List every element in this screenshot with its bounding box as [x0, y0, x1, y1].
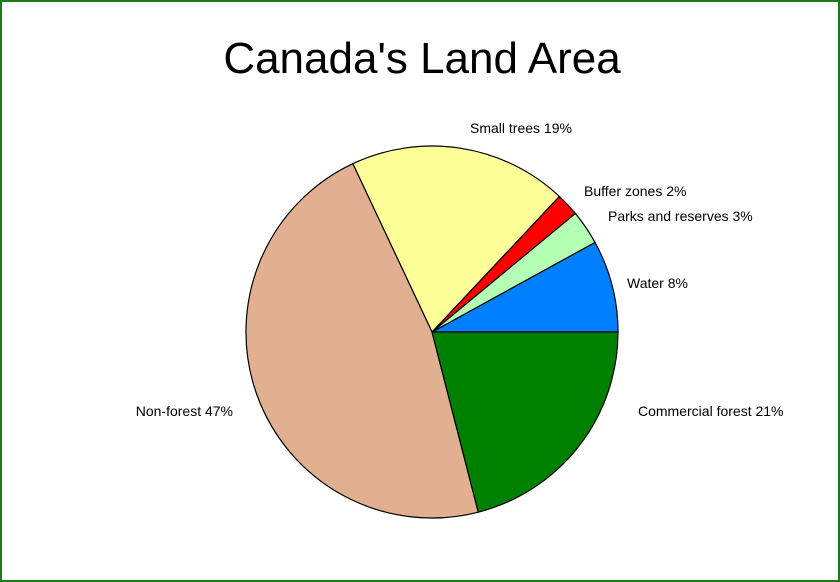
chart-title: Canada's Land Area: [223, 34, 621, 83]
slice-label-parks-and-reserves: Parks and reserves 3%: [608, 208, 753, 224]
slice-label-small-trees: Small trees 19%: [470, 120, 572, 136]
pie-slice-water: [431, 241, 619, 333]
slice-label-non-forest: Non-forest 47%: [136, 403, 233, 419]
slice-label-water: Water 8%: [627, 275, 688, 291]
slice-label-commercial-forest: Commercial forest 21%: [638, 403, 784, 419]
pie-slice-small-trees: [352, 145, 561, 334]
slice-label-buffer-zones: Buffer zones 2%: [584, 183, 686, 199]
pie-slice-non-forest: [245, 162, 479, 519]
pie-slice-commercial-forest: [431, 331, 619, 513]
